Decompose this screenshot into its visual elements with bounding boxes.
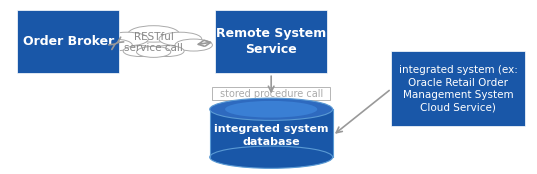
Text: Remote System
Service: Remote System Service xyxy=(216,27,326,56)
Text: stored procedure call: stored procedure call xyxy=(220,89,323,99)
Ellipse shape xyxy=(150,46,184,57)
Ellipse shape xyxy=(210,146,332,168)
FancyBboxPatch shape xyxy=(213,87,330,100)
Text: Order Broker: Order Broker xyxy=(23,35,114,48)
Ellipse shape xyxy=(136,46,171,57)
Ellipse shape xyxy=(175,39,213,51)
Polygon shape xyxy=(210,109,332,157)
Text: RESTful
service call: RESTful service call xyxy=(124,32,183,53)
Ellipse shape xyxy=(128,26,179,42)
Ellipse shape xyxy=(106,32,148,46)
Ellipse shape xyxy=(210,98,332,120)
Text: integrated system
database: integrated system database xyxy=(214,124,329,147)
Ellipse shape xyxy=(95,39,132,51)
Ellipse shape xyxy=(225,101,317,118)
Text: integrated system (ex:
Oracle Retail Order
Management System
Cloud Service): integrated system (ex: Oracle Retail Ord… xyxy=(398,65,518,112)
FancyBboxPatch shape xyxy=(391,51,525,126)
Ellipse shape xyxy=(159,32,202,46)
Ellipse shape xyxy=(123,46,157,57)
FancyBboxPatch shape xyxy=(17,10,119,73)
FancyBboxPatch shape xyxy=(215,10,327,73)
